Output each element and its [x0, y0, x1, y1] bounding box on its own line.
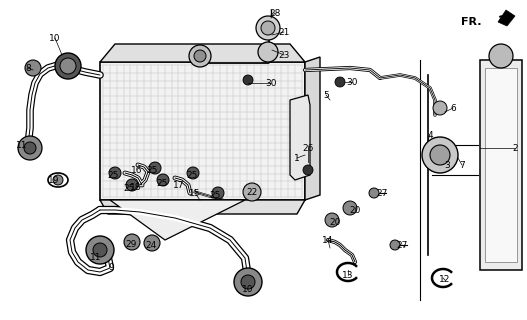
- Text: 20: 20: [349, 205, 360, 214]
- Circle shape: [53, 175, 63, 185]
- Text: 28: 28: [269, 9, 281, 18]
- Text: 25: 25: [209, 190, 221, 199]
- Circle shape: [430, 145, 450, 165]
- Circle shape: [194, 50, 206, 62]
- Text: 20: 20: [329, 218, 340, 227]
- Text: 5: 5: [323, 91, 329, 100]
- Text: 9: 9: [108, 263, 114, 273]
- Circle shape: [25, 60, 41, 76]
- Text: 14: 14: [323, 236, 334, 244]
- Text: 25: 25: [157, 179, 168, 188]
- Circle shape: [149, 162, 161, 174]
- Circle shape: [390, 240, 400, 250]
- Text: 29: 29: [125, 239, 136, 249]
- Text: 3: 3: [444, 161, 450, 170]
- Text: 7: 7: [459, 161, 465, 170]
- Circle shape: [335, 77, 345, 87]
- Circle shape: [422, 137, 458, 173]
- Text: 11: 11: [16, 140, 28, 149]
- Polygon shape: [110, 200, 245, 240]
- Circle shape: [189, 45, 211, 67]
- Text: 25: 25: [147, 165, 158, 174]
- Circle shape: [187, 167, 199, 179]
- Text: 4: 4: [427, 131, 433, 140]
- Text: 22: 22: [247, 188, 258, 196]
- Text: 26: 26: [302, 143, 314, 153]
- Circle shape: [243, 183, 261, 201]
- Text: 10: 10: [242, 285, 253, 294]
- Circle shape: [55, 53, 81, 79]
- Circle shape: [303, 165, 313, 175]
- Text: 30: 30: [346, 77, 358, 86]
- Text: 12: 12: [440, 276, 451, 284]
- Bar: [480, 60, 522, 270]
- Circle shape: [93, 243, 107, 257]
- Circle shape: [60, 58, 76, 74]
- Bar: [485, 68, 517, 262]
- Circle shape: [157, 174, 169, 186]
- Circle shape: [256, 16, 280, 40]
- Text: 17: 17: [173, 180, 185, 189]
- Circle shape: [109, 167, 121, 179]
- Polygon shape: [305, 57, 320, 200]
- Circle shape: [18, 136, 42, 160]
- Text: 18: 18: [130, 182, 142, 191]
- Text: 2: 2: [512, 143, 518, 153]
- Text: 1: 1: [294, 154, 300, 163]
- Text: 25: 25: [187, 171, 198, 180]
- Circle shape: [124, 234, 140, 250]
- Text: 16: 16: [131, 165, 143, 174]
- Text: 11: 11: [90, 253, 102, 262]
- Text: 25: 25: [123, 183, 135, 193]
- Circle shape: [343, 201, 357, 215]
- Circle shape: [241, 275, 255, 289]
- Circle shape: [433, 101, 447, 115]
- Text: 25: 25: [108, 171, 119, 180]
- Polygon shape: [290, 95, 310, 180]
- Circle shape: [86, 236, 114, 264]
- Circle shape: [258, 42, 278, 62]
- Circle shape: [369, 188, 379, 198]
- Polygon shape: [100, 44, 305, 62]
- Polygon shape: [100, 200, 305, 214]
- Text: 23: 23: [278, 51, 290, 60]
- Text: 19: 19: [48, 175, 60, 185]
- Circle shape: [144, 235, 160, 251]
- Text: 27: 27: [376, 188, 388, 197]
- Text: 27: 27: [396, 241, 408, 250]
- Circle shape: [325, 213, 339, 227]
- Circle shape: [234, 268, 262, 296]
- Circle shape: [24, 142, 36, 154]
- Text: 21: 21: [278, 28, 290, 36]
- Circle shape: [212, 187, 224, 199]
- Circle shape: [261, 21, 275, 35]
- Text: 15: 15: [189, 188, 201, 197]
- Text: 13: 13: [342, 270, 354, 279]
- Polygon shape: [498, 10, 515, 26]
- Text: 10: 10: [49, 34, 61, 43]
- Text: 6: 6: [450, 103, 456, 113]
- FancyBboxPatch shape: [100, 62, 305, 200]
- Circle shape: [489, 44, 513, 68]
- Text: FR.: FR.: [462, 17, 482, 27]
- Text: 24: 24: [145, 241, 157, 250]
- Circle shape: [126, 179, 138, 191]
- Text: 8: 8: [25, 63, 31, 73]
- Circle shape: [243, 75, 253, 85]
- Text: 30: 30: [265, 78, 277, 87]
